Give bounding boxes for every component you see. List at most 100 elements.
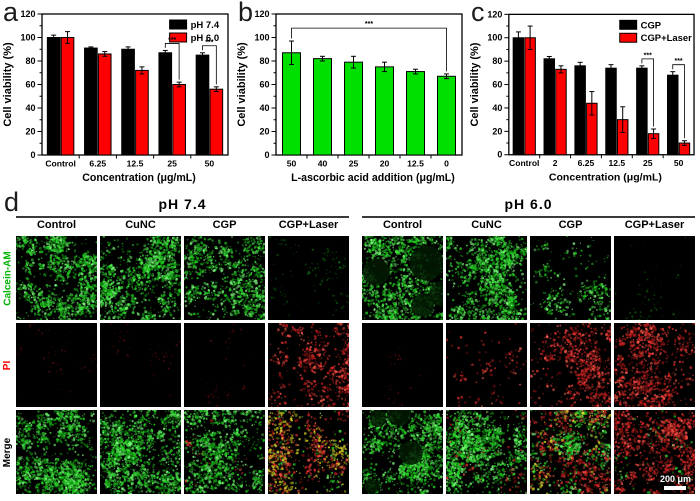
svg-text:80: 80 (259, 56, 269, 66)
svg-text:80: 80 (25, 56, 35, 66)
panel-d-grid: Calcein-AM PI Merge 200 μm (0, 236, 700, 494)
svg-text:0: 0 (497, 150, 502, 160)
ph74-underline (16, 216, 349, 218)
svg-text:***: *** (644, 52, 652, 59)
svg-text:pH 7.4: pH 7.4 (191, 20, 220, 31)
micrograph-image (362, 236, 443, 320)
micrograph-cell-r2c1 (100, 410, 181, 494)
micrograph-cell-r0c0 (16, 236, 97, 320)
panel-a-chart: a 0 20 40 60 80 100 120 Control 6.25 12.5 25 50 Conc… (0, 0, 235, 192)
ph60-column-labels: Control CuNC CGP CGP+Laser (362, 219, 695, 235)
micrograph-image (16, 323, 97, 407)
panel-a-letter: a (3, 0, 19, 27)
row-label-merge: Merge (2, 437, 14, 467)
micrograph-cell-r0c6 (530, 236, 611, 320)
column-label-cgp-laser: CGP+Laser (624, 219, 685, 231)
svg-text:20: 20 (25, 127, 35, 137)
row-label-pi: PI (2, 360, 14, 370)
svg-text:6.25: 6.25 (578, 158, 595, 168)
svg-text:120: 120 (20, 9, 35, 19)
micrograph-image (446, 323, 527, 407)
row-labels: Calcein-AM PI Merge (0, 236, 16, 494)
micrograph-cell-r0c1 (100, 236, 181, 320)
micrograph-image (184, 323, 265, 407)
micrograph-image (614, 236, 695, 320)
svg-text:6.25: 6.25 (89, 159, 106, 169)
micrograph-cell-r2c4 (362, 410, 443, 494)
micrograph-image (100, 410, 181, 494)
micrograph-cell-r1c3 (268, 323, 349, 407)
row-label-calcein: Calcein-AM (2, 250, 14, 306)
ph60-group-header: pH 6.0 Control CuNC CGP CGP+Laser (362, 196, 695, 235)
micrograph-cells: 200 μm (16, 236, 698, 494)
svg-text:L-ascorbic acid addition (μg/m: L-ascorbic acid addition (μg/mL) (291, 172, 455, 184)
micrograph-image (362, 323, 443, 407)
scale-bar-label: 200 μm (659, 474, 691, 484)
panel-d-letter: d (4, 187, 20, 217)
svg-text:40: 40 (25, 103, 35, 113)
ph60-underline (362, 216, 695, 218)
panel-d-micrographs: d pH 7.4 Control CuNC CGP CGP+Laser pH 6… (0, 188, 700, 501)
svg-text:Cell viability (%): Cell viability (%) (2, 42, 14, 127)
svg-text:60: 60 (259, 80, 269, 90)
panel-d-headers: pH 7.4 Control CuNC CGP CGP+Laser pH 6.0… (16, 192, 700, 235)
svg-text:50: 50 (287, 159, 297, 169)
svg-text:***: *** (168, 37, 176, 44)
micrograph-row-0 (16, 236, 698, 320)
micrograph-image (614, 323, 695, 407)
svg-text:Cell viability (%): Cell viability (%) (469, 42, 481, 126)
micrograph-cell-r1c0 (16, 323, 97, 407)
svg-text:20: 20 (380, 159, 390, 169)
svg-text:80: 80 (492, 56, 502, 66)
micrograph-cell-r1c6 (530, 323, 611, 407)
svg-text:40: 40 (492, 103, 502, 113)
micrograph-cell-r2c5 (446, 410, 527, 494)
column-label-control: Control (36, 219, 77, 231)
micrograph-image (530, 236, 611, 320)
svg-text:60: 60 (492, 80, 502, 90)
svg-text:100: 100 (20, 33, 35, 43)
svg-text:50: 50 (674, 158, 684, 168)
svg-text:CGP+Laser: CGP+Laser (641, 33, 692, 44)
micrograph-cell-r1c4 (362, 323, 443, 407)
micrograph-row-1 (16, 323, 698, 407)
column-label-cgp: CGP (558, 219, 583, 231)
micrograph-image (362, 410, 443, 494)
micrograph-cell-r0c2 (184, 236, 265, 320)
svg-text:100: 100 (487, 33, 502, 43)
svg-text:50: 50 (205, 159, 215, 169)
svg-text:Cell viability (%): Cell viability (%) (236, 42, 248, 127)
chart-row: a 0 20 40 60 80 100 120 Control 6.25 12.5 25 50 Conc… (0, 0, 700, 192)
ph74-title: pH 7.4 (158, 196, 207, 212)
micrograph-cell-r1c5 (446, 323, 527, 407)
svg-text:100: 100 (254, 33, 269, 43)
svg-text:40: 40 (318, 159, 328, 169)
svg-text:60: 60 (25, 80, 35, 90)
ph74-column-labels: Control CuNC CGP CGP+Laser (16, 219, 349, 235)
micrograph-cell-r2c0 (16, 410, 97, 494)
micrograph-cell-r0c5 (446, 236, 527, 320)
panel-c-chart: c 0 20 40 60 80 100 120 Control 2 6.25 12.5 25 50 Con… (468, 0, 700, 192)
panel-b-letter: b (238, 0, 254, 27)
micrograph-cell-r0c3 (268, 236, 349, 320)
micrograph-cell-r2c3 (268, 410, 349, 494)
micrograph-image (268, 236, 349, 320)
micrograph-image (530, 410, 611, 494)
micrograph-image (614, 410, 695, 494)
micrograph-row-2: 200 μm (16, 410, 698, 494)
micrograph-image (100, 323, 181, 407)
micrograph-cell-r1c7 (614, 323, 695, 407)
micrograph-image (100, 236, 181, 320)
svg-text:20: 20 (492, 126, 502, 136)
svg-text:25: 25 (643, 158, 653, 168)
svg-text:***: *** (365, 21, 373, 28)
svg-text:40: 40 (259, 103, 269, 113)
micrograph-cell-r0c4 (362, 236, 443, 320)
svg-text:***: *** (205, 39, 213, 46)
micrograph-image (530, 323, 611, 407)
micrograph-image (16, 236, 97, 320)
micrograph-cell-r2c2 (184, 410, 265, 494)
svg-text:0: 0 (264, 150, 269, 160)
svg-text:0: 0 (444, 159, 449, 169)
svg-text:***: *** (675, 58, 683, 65)
